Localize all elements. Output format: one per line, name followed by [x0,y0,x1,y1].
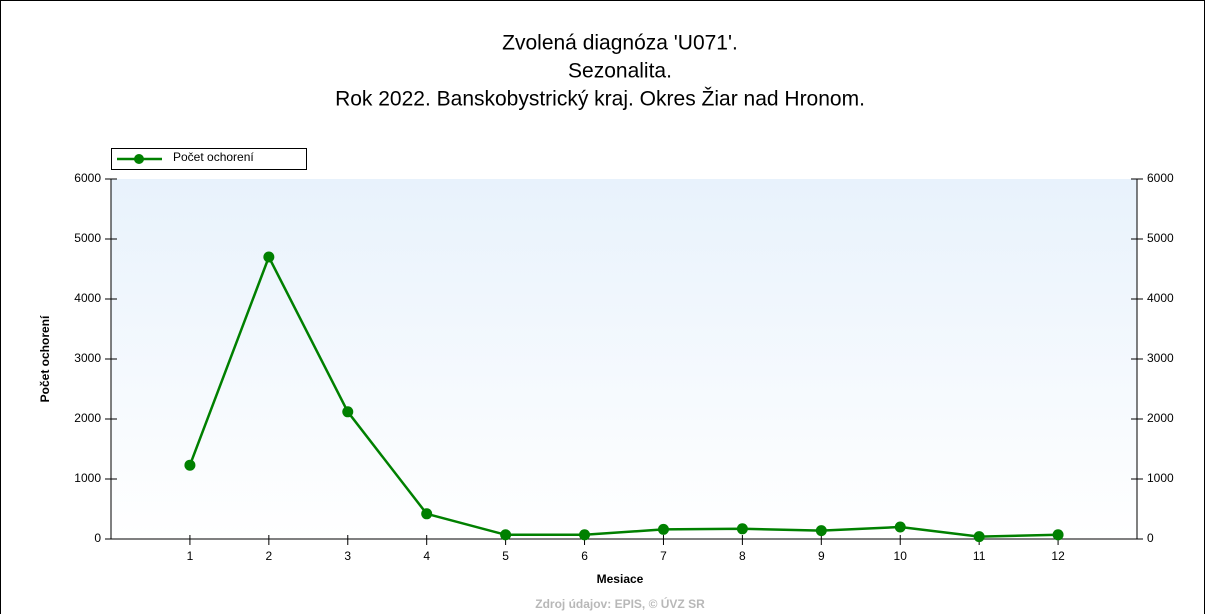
series-line [188,253,1059,538]
data-point [973,531,985,543]
data-point [421,508,433,520]
x-tick-label: 8 [739,549,746,563]
data-point [500,529,512,541]
x-tick-label: 2 [266,549,273,563]
data-point [342,406,354,418]
data-point [184,459,196,471]
x-axis-label: Mesiace [597,572,644,586]
chart-subtitle: Sezonalita. [568,60,672,83]
y-axis-label: Počet ochorení [38,315,52,402]
y2-tick-label: 2000 [1147,411,1174,425]
data-point [894,521,906,533]
y-tick-label: 4000 [74,291,101,305]
x-tick-label: 10 [894,549,908,563]
y-tick-label: 6000 [74,171,101,185]
y-tick-label: 1000 [74,471,101,485]
data-point [1052,529,1064,541]
y2-tick-label: 1000 [1147,471,1174,485]
plot-area [111,179,1137,539]
data-point [736,523,748,535]
y-tick-label: 3000 [74,351,101,365]
y-tick-label: 2000 [74,411,101,425]
x-tick-label: 12 [1051,549,1065,563]
y-tick-label: 5000 [74,231,101,245]
data-point [263,251,275,263]
y-tick-label: 0 [94,531,101,545]
source-note: Zdroj údajov: EPIS, © ÚVZ SR [535,596,705,611]
chart-title: Zvolená diagnóza 'U071'. [502,32,738,55]
y2-tick-label: 3000 [1147,351,1174,365]
y2-tick-label: 6000 [1147,171,1174,185]
y2-tick-label: 5000 [1147,231,1174,245]
x-tick-label: 6 [581,549,588,563]
legend-marker [134,154,144,164]
data-point [657,523,669,535]
x-tick-label: 7 [660,549,667,563]
y2-tick-label: 4000 [1147,291,1174,305]
data-point [815,525,827,537]
legend-box [111,148,307,170]
data-point [579,529,591,541]
legend-label: Počet ochorení [173,150,254,164]
x-tick-label: 5 [502,549,509,563]
legend: Počet ochorení [111,148,307,170]
y2-tick-label: 0 [1147,531,1154,545]
chart-subtitle: Rok 2022. Banskobystrický kraj. Okres Ži… [335,88,865,111]
x-tick-label: 3 [344,549,351,563]
x-tick-label: 1 [187,549,194,563]
x-tick-label: 9 [818,549,825,563]
x-tick-label: 11 [973,549,986,563]
x-tick-label: 4 [423,549,430,563]
